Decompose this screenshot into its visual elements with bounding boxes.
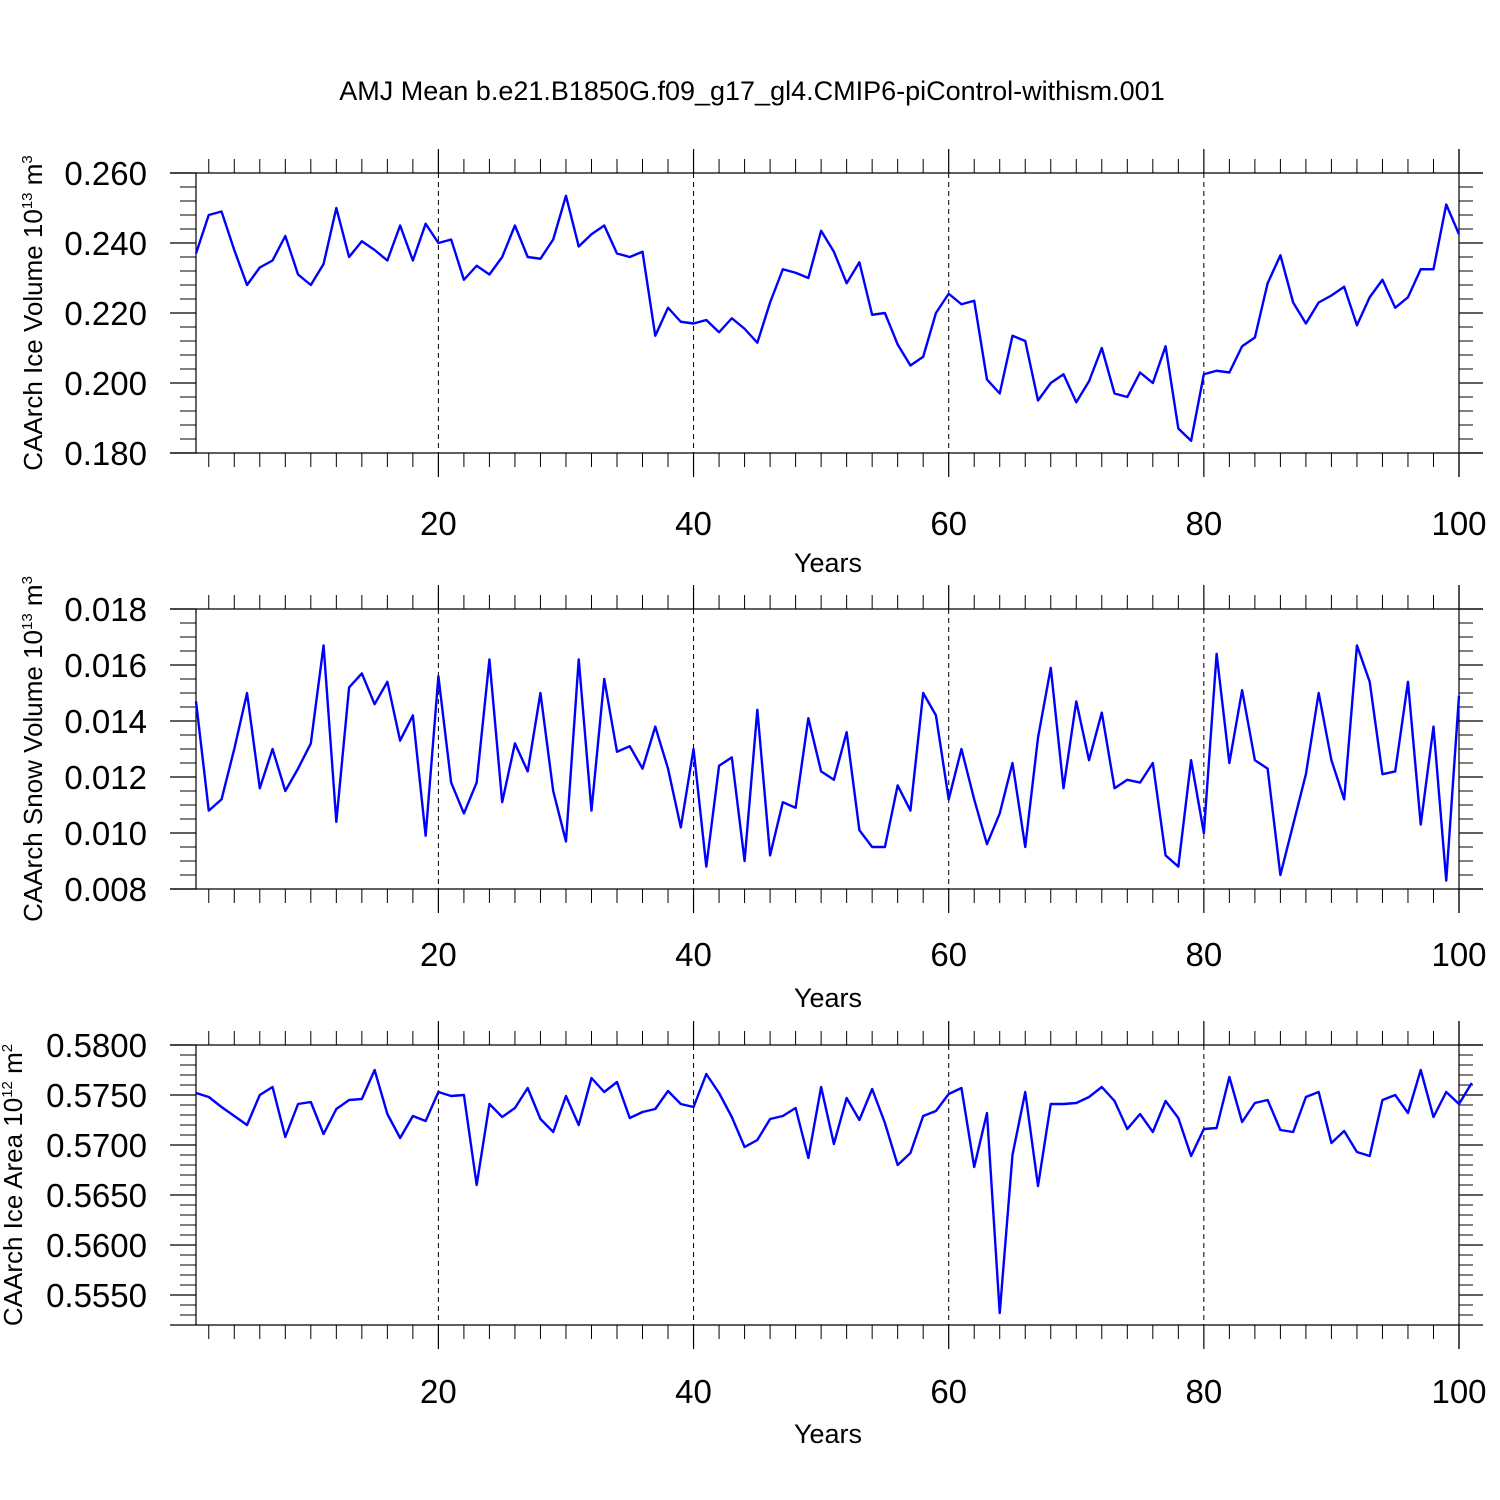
x-tick-label: 100	[1431, 1373, 1486, 1410]
x-axis-label: Years	[794, 548, 862, 578]
chart-panel-2: 0.018 0.016 0.014 0.012 0.010 0.008 20 40 60 80 10…	[18, 576, 1487, 1013]
x-tick-label: 40	[675, 505, 712, 542]
y-tick-label: 0.5550	[46, 1277, 147, 1314]
chart-title: AMJ Mean b.e21.B1850G.f09_g17_gl4.CMIP6-…	[339, 76, 1164, 106]
chart-panel-3: 0.5800 0.5750 0.5700 0.5650 0.5600 0.5550 20 40…	[0, 1021, 1487, 1449]
x-tick-label: 40	[675, 1373, 712, 1410]
y-tick-label: 0.5600	[46, 1227, 147, 1264]
y-tick-label: 0.016	[64, 647, 147, 684]
y-tick-label: 0.5700	[46, 1127, 147, 1164]
x-axis-label: Years	[794, 983, 862, 1013]
x-tick-label: 80	[1185, 505, 1222, 542]
x-tick-label: 20	[420, 1373, 457, 1410]
x-tick-label: 60	[930, 1373, 967, 1410]
y-tick-label: 0.018	[64, 591, 147, 628]
x-tick-label: 40	[675, 936, 712, 973]
x-tick-label: 20	[420, 936, 457, 973]
data-line-series	[195, 1068, 1473, 1315]
y-tick-label: 0.014	[64, 703, 147, 740]
chart-panel-1: 0.260 0.240 0.220 0.200 0.180 20 40 60 80 100 Year…	[18, 149, 1487, 578]
y-axis-label: CAArch Ice Area 1012 m2	[0, 1044, 28, 1326]
y-tick-label: 0.200	[64, 365, 147, 402]
y-axis-label: CAArch Snow Volume 1013 m3	[18, 576, 48, 922]
x-tick-label: 100	[1431, 505, 1486, 542]
y-tick-label: 0.5650	[46, 1177, 147, 1214]
x-tick-label: 100	[1431, 936, 1486, 973]
y-tick-label: 0.5750	[46, 1077, 147, 1114]
y-tick-label: 0.260	[64, 155, 147, 192]
x-tick-label: 60	[930, 505, 967, 542]
y-tick-label: 0.240	[64, 225, 147, 262]
y-tick-label: 0.010	[64, 815, 147, 852]
y-tick-label: 0.220	[64, 295, 147, 332]
y-tick-label: 0.012	[64, 759, 147, 796]
data-line-series	[194, 644, 1461, 882]
y-tick-label: 0.180	[64, 435, 147, 472]
x-tick-label: 60	[930, 936, 967, 973]
x-tick-label: 80	[1185, 1373, 1222, 1410]
x-axis-label: Years	[794, 1419, 862, 1449]
x-tick-label: 80	[1185, 936, 1222, 973]
y-tick-label: 0.008	[64, 871, 147, 908]
y-tick-label: 0.5800	[46, 1027, 147, 1064]
x-tick-label: 20	[420, 505, 457, 542]
y-axis-label: CAArch Ice Volume 1013 m3	[18, 155, 48, 471]
data-line-series	[194, 194, 1461, 442]
